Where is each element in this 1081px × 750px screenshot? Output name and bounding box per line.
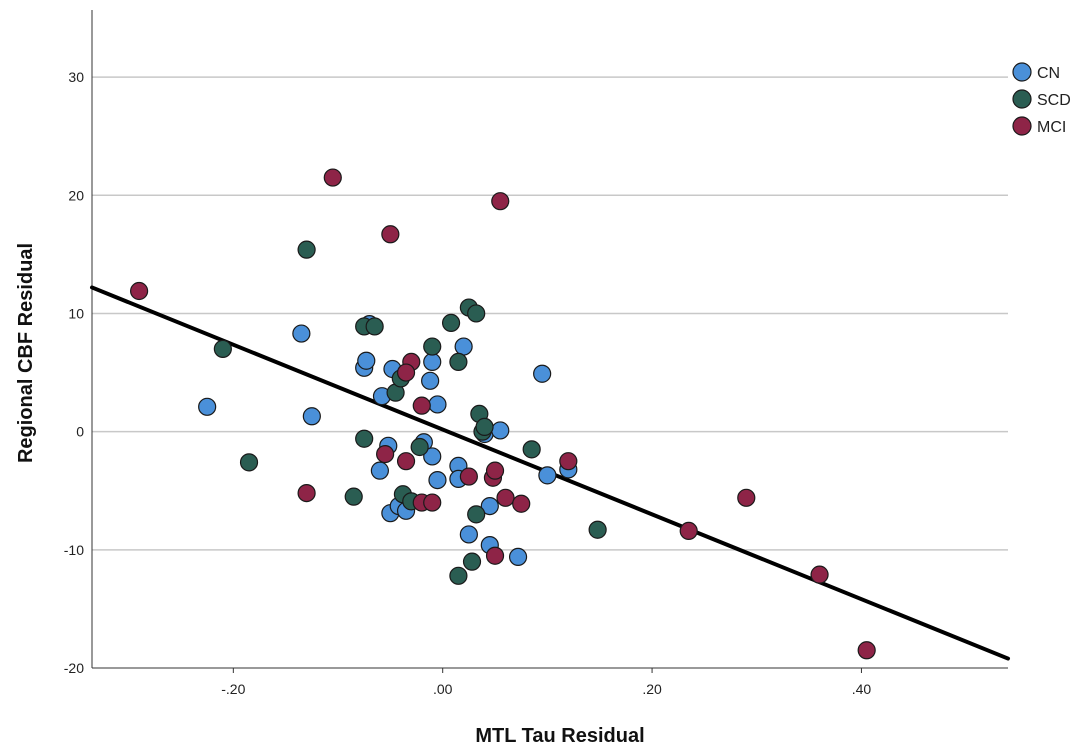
point-cn-17: [428, 470, 447, 490]
x-tick-label: .40: [852, 681, 872, 697]
point-mci-0: [130, 281, 149, 301]
data-points: [130, 168, 876, 660]
legend-label-cn: CN: [1037, 65, 1060, 82]
legend-marker-cn: [1012, 62, 1032, 82]
point-mci-1: [323, 168, 342, 187]
point-mci-21: [810, 565, 829, 584]
point-mci-3: [491, 192, 510, 211]
point-cn-21: [491, 421, 510, 440]
point-mci-8: [396, 363, 416, 382]
y-tick-label: 10: [68, 305, 84, 321]
point-mci-6: [396, 452, 416, 471]
point-scd-13: [441, 313, 461, 333]
point-scd-0: [213, 339, 232, 359]
x-tick-label: -.20: [221, 681, 245, 697]
point-scd-23: [449, 566, 468, 585]
legend-label-mci: MCI: [1037, 119, 1066, 136]
point-scd-19: [475, 417, 494, 437]
legend-label-scd: SCD: [1037, 92, 1071, 109]
point-cn-22: [533, 364, 552, 383]
point-scd-20: [467, 505, 486, 524]
y-tick-label: -20: [64, 660, 84, 676]
y-axis-title: Regional CBF Residual: [15, 243, 37, 463]
y-tick-label: 30: [68, 69, 84, 85]
point-cn-23: [538, 466, 557, 485]
point-scd-6: [344, 487, 363, 506]
point-mci-19: [679, 521, 698, 541]
point-cn-28: [459, 525, 478, 544]
point-mci-12: [459, 467, 478, 486]
point-cn-0: [198, 397, 217, 416]
point-mci-16: [512, 494, 531, 513]
point-scd-14: [449, 352, 468, 372]
point-mci-5: [376, 444, 395, 464]
point-mci-15: [496, 488, 515, 507]
point-scd-12: [423, 337, 442, 356]
x-tick-label: .20: [642, 681, 662, 697]
point-cn-31: [508, 547, 528, 567]
point-mci-17: [485, 546, 505, 565]
point-mci-2: [381, 225, 400, 244]
y-tick-label: 20: [68, 187, 84, 203]
point-cn-5: [357, 351, 376, 370]
point-mci-14: [485, 461, 505, 480]
point-scd-4: [365, 317, 384, 336]
y-tick-label: -10: [64, 542, 84, 558]
point-scd-5: [355, 429, 374, 448]
point-mci-20: [737, 488, 756, 507]
point-cn-16: [423, 447, 442, 466]
point-scd-2: [297, 240, 316, 259]
point-cn-12: [428, 395, 447, 414]
tick-labels: -20 -10 0 10 20 30 -.20 .00 .20 .40: [64, 69, 872, 697]
point-cn-13: [370, 461, 389, 480]
legend-marker-mci: [1012, 116, 1032, 136]
x-axis-title: MTL Tau Residual: [475, 725, 644, 747]
legend-marker-scd: [1012, 89, 1032, 109]
legend: CN SCD MCI: [1012, 62, 1071, 136]
x-tick-label: .00: [433, 681, 453, 697]
point-mci-11: [423, 493, 442, 512]
point-mci-22: [857, 641, 876, 660]
gridlines: [92, 76, 1008, 551]
point-cn-9: [421, 371, 440, 390]
point-mci-18: [559, 452, 578, 471]
point-cn-29: [480, 496, 499, 516]
point-mci-4: [297, 483, 316, 503]
point-scd-16: [467, 304, 486, 323]
point-scd-1: [239, 453, 259, 472]
y-tick-label: 0: [76, 424, 84, 440]
point-cn-1: [302, 407, 321, 426]
point-cn-10: [423, 352, 442, 372]
point-scd-22: [588, 520, 607, 539]
point-scd-11: [410, 437, 429, 457]
point-scd-24: [462, 552, 482, 571]
point-scd-21: [522, 440, 541, 459]
point-mci-9: [412, 396, 431, 415]
point-cn-2: [292, 324, 311, 343]
point-cn-11: [454, 337, 473, 356]
